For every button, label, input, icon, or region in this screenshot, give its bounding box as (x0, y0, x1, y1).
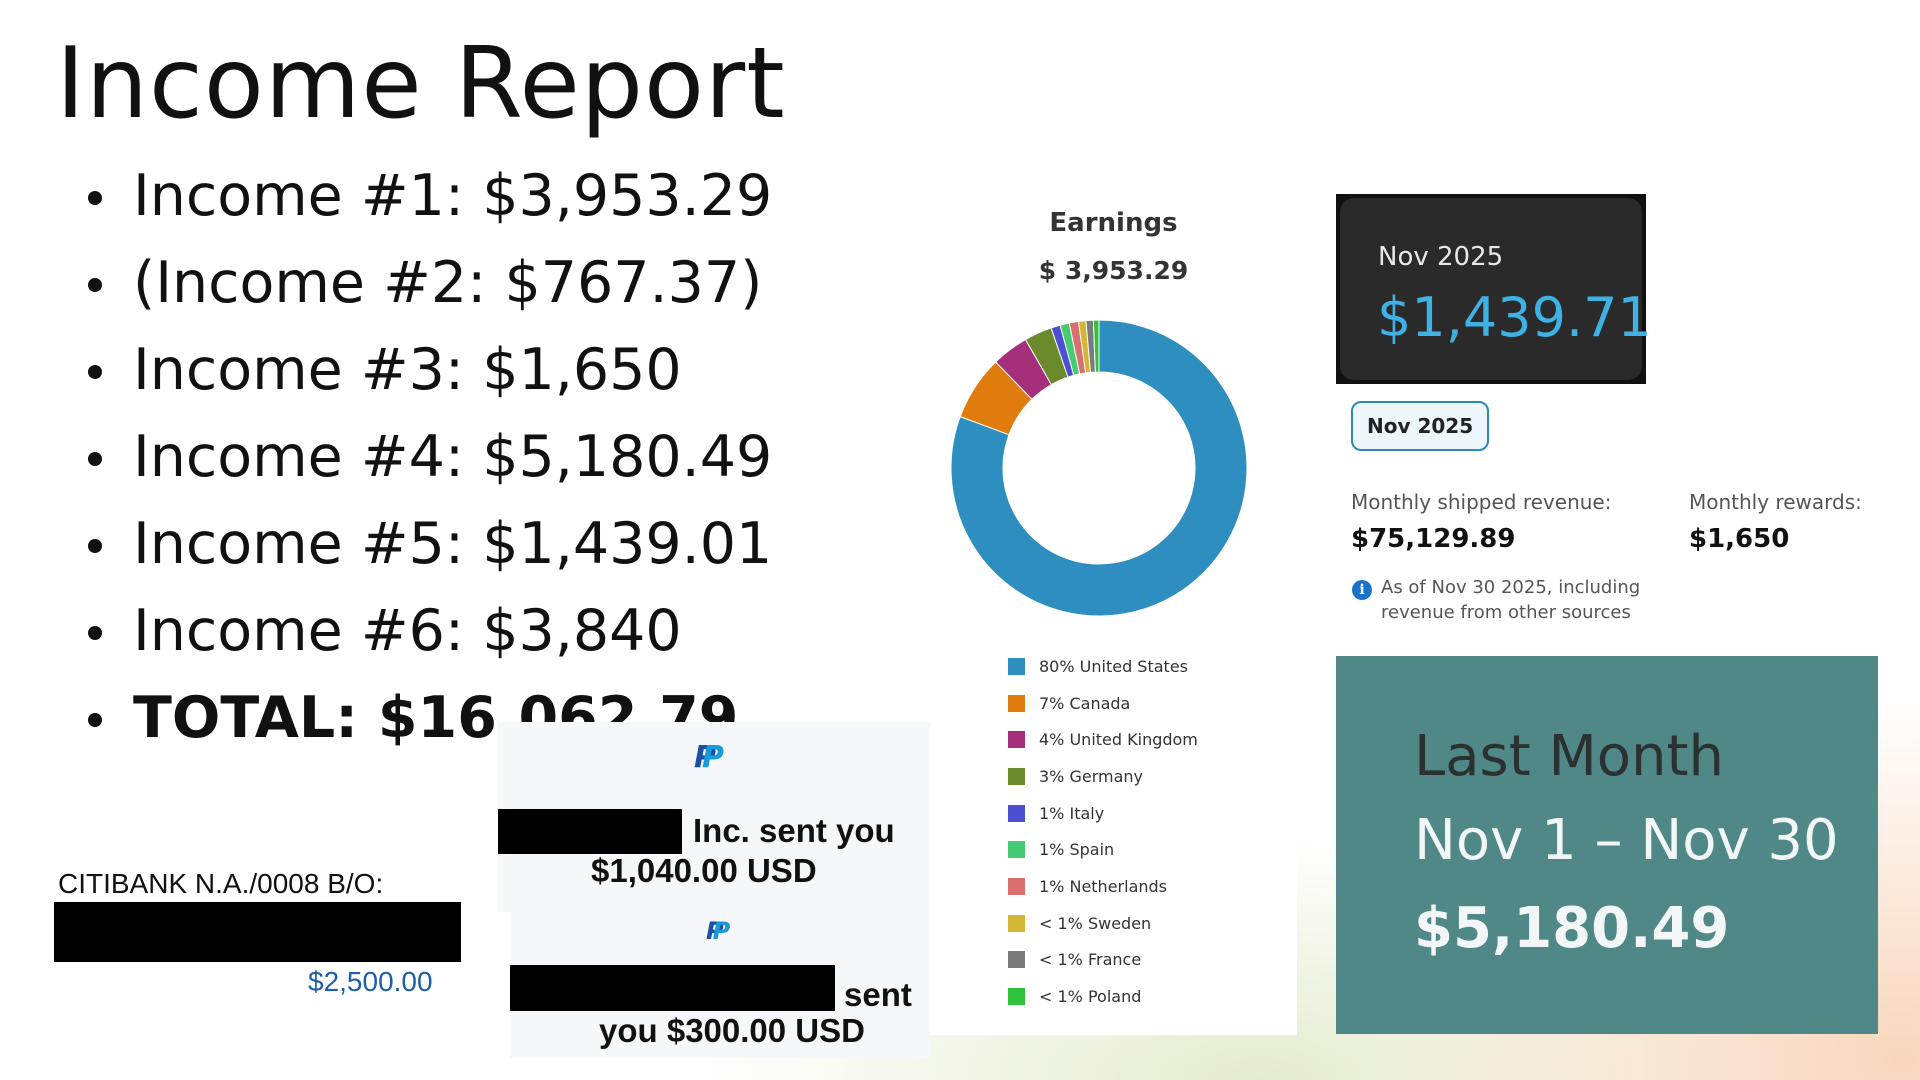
last-month-amount: $5,180.49 (1414, 896, 1730, 961)
legend-swatch (1008, 951, 1025, 969)
redaction-block (510, 965, 835, 1011)
payout-card-inner: Nov 2025 $1,439.71 (1340, 198, 1652, 380)
legend-item: 4% United Kingdom (1008, 721, 1198, 758)
rewards-value: $1,650 (1689, 524, 1790, 554)
legend-swatch (1008, 657, 1025, 675)
redaction-block (54, 902, 461, 962)
redaction-block (498, 809, 682, 854)
paypal-sender-text: Inc. sent you (693, 812, 895, 849)
paypal-receipt: PP sent you $300.00 USD (510, 912, 930, 1058)
shipped-revenue-label: Monthly shipped revenue: (1351, 490, 1612, 514)
legend-label: 1% Italy (1039, 803, 1105, 823)
legend-label: 1% Netherlands (1039, 876, 1167, 896)
legend-swatch (1008, 804, 1025, 822)
legend-label: < 1% Sweden (1039, 913, 1152, 933)
legend-item: 1% Spain (1008, 831, 1198, 868)
revenue-panel: Nov 2025 Monthly shipped revenue: $75,12… (1336, 398, 1878, 636)
rewards-label: Monthly rewards: (1689, 490, 1862, 514)
payout-month: Nov 2025 (1378, 242, 1504, 272)
legend-item: 1% Netherlands (1008, 868, 1198, 905)
paypal-sender-text: sent (844, 976, 912, 1013)
legend-label: 7% Canada (1039, 693, 1131, 713)
legend-label: 3% Germany (1039, 766, 1144, 786)
last-month-card: Last Month Nov 1 – Nov 30 $5,180.49 (1336, 656, 1878, 1034)
paypal-amount-text: $1,040.00 USD (591, 852, 817, 889)
legend-item: 7% Canada (1008, 685, 1198, 722)
legend-label: 80% United States (1039, 656, 1188, 676)
legend-label: < 1% France (1039, 950, 1142, 970)
legend-item: < 1% France (1008, 942, 1198, 979)
page-title: Income Report (56, 27, 786, 141)
legend-item: < 1% Sweden (1008, 905, 1198, 942)
payout-card: Nov 2025 $1,439.71 (1336, 194, 1652, 384)
legend-label: < 1% Poland (1039, 987, 1142, 1007)
bank-transfer-amount: $2,500.00 (308, 966, 433, 997)
legend-item: 80% United States (1008, 648, 1198, 685)
paypal-amount-text: you $300.00 USD (599, 1012, 865, 1049)
last-month-range: Nov 1 – Nov 30 (1414, 808, 1839, 873)
paypal-logo-icon: PP (694, 740, 724, 775)
earnings-legend: 80% United States 7% Canada 4% United King… (1008, 648, 1198, 1015)
earnings-title: Earnings (1049, 208, 1178, 238)
legend-swatch (1008, 841, 1025, 859)
income-item: Income #3: $1,650 (88, 334, 772, 421)
legend-swatch (1008, 988, 1025, 1006)
legend-swatch (1008, 877, 1025, 895)
paypal-logo-icon: PP (706, 917, 731, 945)
paypal-receipt: PP Inc. sent you $1,040.00 USD (498, 722, 930, 912)
payout-amount: $1,439.71 (1377, 286, 1652, 349)
income-item: Income #1: $3,953.29 (88, 160, 772, 247)
income-item: Income #4: $5,180.49 (88, 421, 772, 508)
legend-swatch (1008, 767, 1025, 785)
legend-item: < 1% Poland (1008, 978, 1198, 1015)
income-item: Income #6: $3,840 (88, 595, 772, 682)
donut-slice-poland (1092, 319, 1100, 373)
earnings-donut-chart (950, 319, 1248, 617)
legend-item: 1% Italy (1008, 795, 1198, 832)
legend-swatch (1008, 694, 1025, 712)
legend-label: 4% United Kingdom (1039, 730, 1198, 750)
income-item: (Income #2: $767.37) (88, 247, 772, 334)
donut-slice-united-states (950, 319, 1248, 617)
shipped-revenue-value: $75,129.89 (1351, 524, 1516, 554)
month-chip[interactable]: Nov 2025 (1351, 401, 1490, 451)
legend-item: 3% Germany (1008, 758, 1198, 795)
legend-swatch (1008, 914, 1025, 932)
income-list: Income #1: $3,953.29 (Income #2: $767.37… (88, 160, 772, 769)
bank-transfer-label: CITIBANK N.A./0008 B/O: (58, 868, 384, 899)
income-item: Income #5: $1,439.01 (88, 508, 772, 595)
legend-label: 1% Spain (1039, 840, 1115, 860)
last-month-label: Last Month (1414, 724, 1724, 789)
earnings-panel: Earnings $ 3,953.29 80% United States 7% … (930, 192, 1297, 1035)
legend-swatch (1008, 731, 1025, 749)
info-icon: i (1352, 580, 1372, 600)
earnings-amount: $ 3,953.29 (1038, 256, 1189, 285)
revenue-note: As of Nov 30 2025, including revenue fro… (1381, 577, 1641, 623)
